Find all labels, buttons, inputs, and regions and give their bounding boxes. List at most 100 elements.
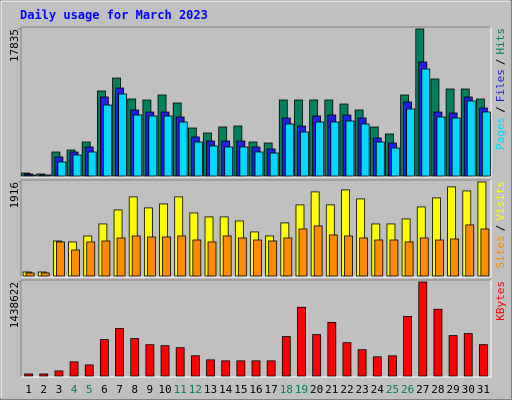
bar [207,241,217,277]
bar [236,360,246,377]
x-tick-label: 3 [56,383,63,396]
bar [254,151,264,177]
bar [115,328,124,377]
bar [281,336,291,377]
bar [418,281,428,377]
x-tick-label: 29 [446,383,459,396]
legend-entry: Hits [494,28,507,55]
bar [421,68,431,177]
bar [344,235,353,277]
y-tick-label: 17835 [8,29,21,62]
legend-entry: Sites [494,235,507,268]
bar [209,145,218,177]
bar [342,342,352,377]
x-tick-label: 10 [158,383,171,396]
bar [359,237,369,277]
bar [24,373,33,377]
bar [175,347,185,377]
legend-separator: / [494,225,507,232]
bar [148,115,158,177]
bar [330,121,340,177]
bar [433,308,443,377]
x-tick-label: 20 [310,383,323,396]
x-tick-label: 25 [386,383,399,396]
bar [239,146,249,177]
bar [102,104,112,177]
bar [357,349,367,377]
legend-entry: Pages [494,117,507,150]
bar [25,272,35,277]
x-tick-label: 5 [86,383,93,396]
x-tick-label: 6 [101,383,108,396]
bar [406,108,416,177]
bar [269,152,279,177]
x-tick-label: 13 [204,383,217,396]
bar [99,339,109,377]
bar [162,236,171,277]
bar [163,115,173,177]
bar [224,146,234,177]
bar [391,147,400,177]
bar [101,240,111,277]
bar [298,228,308,277]
legend: KBytes [494,281,507,321]
y-tick-label: 1438622 [8,282,21,328]
bar [177,235,187,277]
bar [237,237,247,277]
bar [192,239,202,277]
bar [222,235,232,277]
bar [193,141,203,177]
x-tick-label: 16 [249,383,262,396]
bar [372,356,382,377]
bar [116,237,126,277]
bar [404,241,414,277]
x-tick-label: 21 [325,383,338,396]
bar [69,361,79,377]
x-tick-label: 2 [40,383,47,396]
bar [131,235,141,277]
x-tick-label: 11 [174,383,187,396]
bar [84,364,94,377]
bar [40,272,50,277]
bar [283,237,293,277]
bar [221,360,231,377]
bar [465,224,475,277]
bar [72,154,82,177]
bar [57,161,67,177]
bar [480,228,490,277]
bar [130,338,140,377]
chart-title: Daily usage for March 2023 [20,8,208,22]
bar [178,121,188,177]
bar [42,174,52,177]
bar [253,239,262,277]
bar [345,120,355,177]
bar [71,249,80,277]
x-tick-label: 9 [147,383,154,396]
bar [327,322,337,377]
bar [118,93,127,177]
bar [266,360,276,377]
bar [448,335,458,377]
bar [360,123,370,177]
x-tick-label: 12 [189,383,202,396]
x-tick-label: 23 [356,383,369,396]
x-tick-label: 14 [219,383,233,396]
x-tick-label: 24 [371,383,385,396]
bar [86,241,96,277]
x-tick-label: 17 [265,383,278,396]
bar [479,344,488,377]
x-tick-label: 1 [25,383,32,396]
bar [300,131,309,177]
bar [389,239,399,277]
x-tick-label: 27 [416,383,429,396]
x-tick-label: 4 [71,383,78,396]
bar [160,345,170,377]
x-tick-label: 28 [431,383,444,396]
bar [374,239,384,277]
bar [284,123,294,177]
legend-entry: KBytes [494,281,507,321]
bar [146,236,156,277]
bar [87,151,97,177]
x-tick-label: 8 [131,383,138,396]
